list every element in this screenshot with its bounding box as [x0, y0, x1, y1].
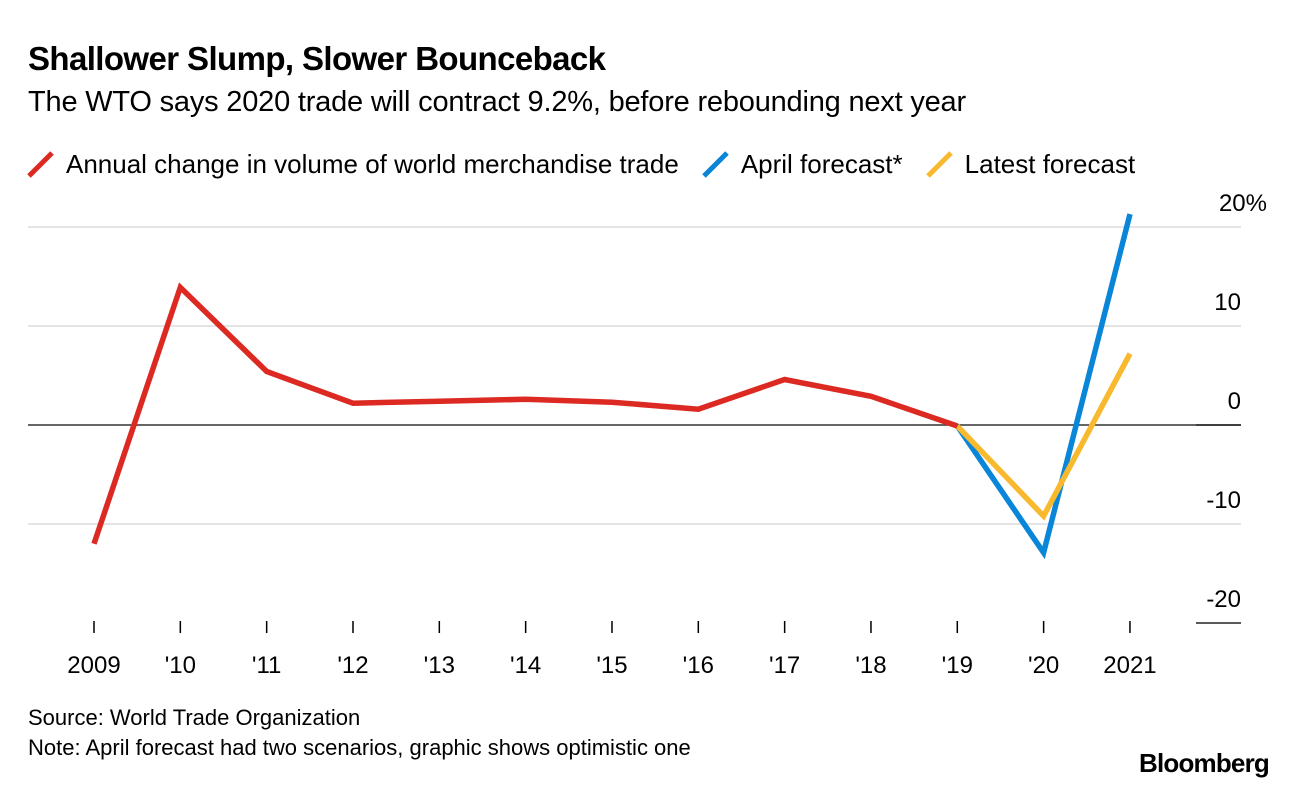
gridlines	[28, 226, 1241, 624]
series-line-actual	[91, 282, 959, 545]
diagonal-line-icon	[702, 151, 729, 178]
legend-swatch-april-forecast	[702, 151, 729, 178]
y-tick-label: 0	[1228, 388, 1241, 415]
legend-item-latest-forecast: Latest forecast	[925, 148, 1136, 180]
y-axis: 20% 10 0 -10 -20	[1206, 190, 1267, 613]
y-tick-label: -20	[1206, 586, 1241, 613]
line-chart: 20% 10 0 -10 -20 2009 '10 '11 '12 '13 '14 '15 '16 '1…	[28, 190, 1267, 679]
series-line-latest-forecast	[955, 352, 1133, 521]
series-line-april-forecast	[955, 213, 1133, 560]
legend-swatch-latest-forecast	[925, 151, 953, 178]
chart-title: Shallower Slump, Slower Bounceback	[28, 40, 606, 77]
series-lines	[91, 213, 1133, 560]
x-tick-label: '10	[165, 652, 196, 679]
y-tick-label: -10	[1206, 487, 1241, 514]
x-axis: 2009 '10 '11 '12 '13 '14 '15 '16 '17 '18 '19 '20 202…	[67, 621, 1157, 679]
legend-swatch-actual	[27, 151, 54, 178]
legend: Annual change in volume of world merchan…	[26, 147, 1157, 181]
x-tick-label: '12	[337, 652, 368, 679]
source-note: Source: World Trade Organization	[28, 705, 361, 730]
legend-label-april-forecast: April forecast*	[740, 148, 903, 179]
y-tick-label: 10	[1214, 289, 1241, 316]
x-tick-label: '13	[424, 652, 455, 679]
x-tick-label: '20	[1028, 652, 1059, 679]
x-tick-label: '18	[855, 652, 886, 679]
diagonal-line-icon	[925, 151, 953, 178]
diagonal-line-icon	[27, 151, 54, 178]
x-tick-label: 2021	[1103, 652, 1156, 679]
legend-item-actual: Annual change in volume of world merchan…	[26, 149, 679, 180]
x-tick-label: '14	[510, 652, 541, 679]
y-tick-label: 20%	[1219, 190, 1267, 217]
x-tick-label: '19	[942, 652, 973, 679]
bloomberg-logo: Bloomberg	[1138, 748, 1270, 778]
legend-label-actual: Annual change in volume of world merchan…	[66, 148, 679, 179]
legend-label-latest-forecast: Latest forecast	[964, 148, 1136, 179]
x-tick-label: '15	[596, 652, 627, 679]
footnote: Note: April forecast had two scenarios, …	[28, 735, 691, 760]
x-tick-label: '17	[769, 652, 800, 679]
x-tick-label: '16	[683, 652, 714, 679]
x-tick-label: '11	[252, 652, 282, 679]
x-tick-label: 2009	[67, 652, 120, 679]
legend-item-april-forecast: April forecast*	[701, 149, 903, 180]
chart-subtitle: The WTO says 2020 trade will contract 9.…	[28, 86, 966, 118]
